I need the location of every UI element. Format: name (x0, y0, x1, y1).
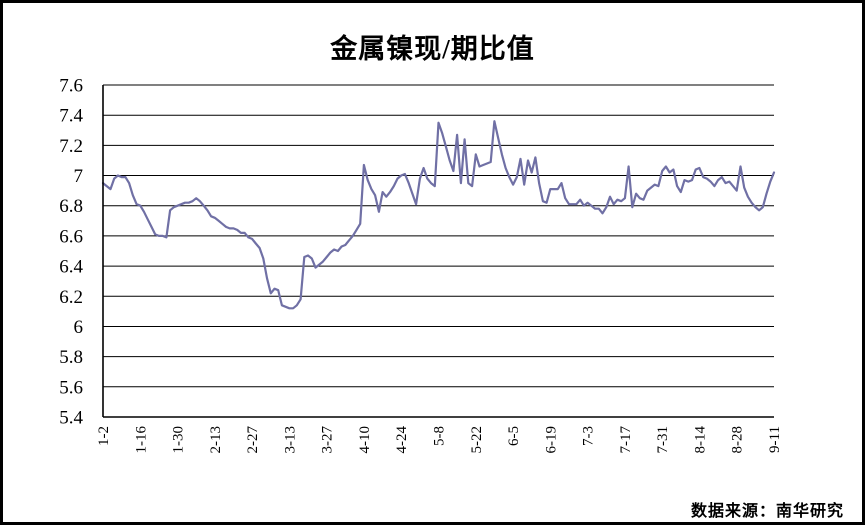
x-axis-label: 1-16 (133, 426, 149, 454)
x-axis-label: 1-2 (96, 426, 112, 446)
chart-title: 金属镍现/期比值 (330, 34, 535, 64)
x-axis-label: 4-24 (394, 426, 410, 454)
x-axis-label: 1-30 (171, 426, 187, 454)
y-axis-label: 6.2 (59, 287, 83, 308)
x-axis-label: 6-19 (543, 426, 559, 454)
x-axis-label: 5-8 (432, 426, 448, 446)
x-axis-label: 3-13 (282, 426, 298, 454)
y-axis-label: 5.8 (59, 347, 83, 368)
y-axis-label: 5.6 (59, 377, 83, 398)
x-axis-label: 8-28 (730, 426, 746, 454)
x-axis-label: 5-22 (469, 426, 485, 454)
series-line (101, 120, 776, 310)
y-axis-label: 6.6 (59, 226, 83, 247)
x-axis-label: 2-27 (245, 426, 261, 454)
x-axis-label: 3-27 (320, 426, 336, 454)
y-axis-labels: 7.6 7.4 7.2 7 6.8 6.6 6.4 6.2 6 5.8 5.6 5.4 (59, 76, 83, 429)
x-axis-label: 2-13 (208, 426, 224, 454)
x-axis-label: 4-10 (357, 426, 373, 454)
x-axis-label: 7-3 (581, 426, 597, 446)
y-axis-label: 6.4 (59, 257, 83, 278)
x-axis-label: 7-31 (655, 426, 671, 454)
y-axis-label: 7.4 (59, 106, 83, 127)
y-axis-label: 6 (74, 317, 84, 338)
x-axis-label: 7-17 (618, 426, 634, 454)
nickel-ratio-line-chart: 7.6 7.4 7.2 7 6.8 6.6 6.4 6.2 6 5.8 5.6 5.4 1-2 1-16… (59, 76, 783, 454)
x-axis-label: 9-11 (767, 426, 783, 453)
y-axis-label: 7.6 (59, 76, 83, 97)
x-axis-label: 6-5 (506, 426, 522, 446)
x-axis-label: 8-14 (692, 426, 708, 454)
y-axis-label: 7 (74, 166, 84, 187)
y-axis-label: 6.8 (59, 196, 83, 217)
gridlines (103, 84, 774, 418)
source-note: 数据来源：南华研究 (690, 503, 844, 520)
y-axis-label: 5.4 (59, 408, 83, 429)
x-axis-labels: 1-2 1-16 1-30 2-13 2-27 3-13 3-27 4-10 4-24 5-8 5-… (96, 426, 783, 454)
y-axis-label: 7.2 (59, 136, 83, 157)
